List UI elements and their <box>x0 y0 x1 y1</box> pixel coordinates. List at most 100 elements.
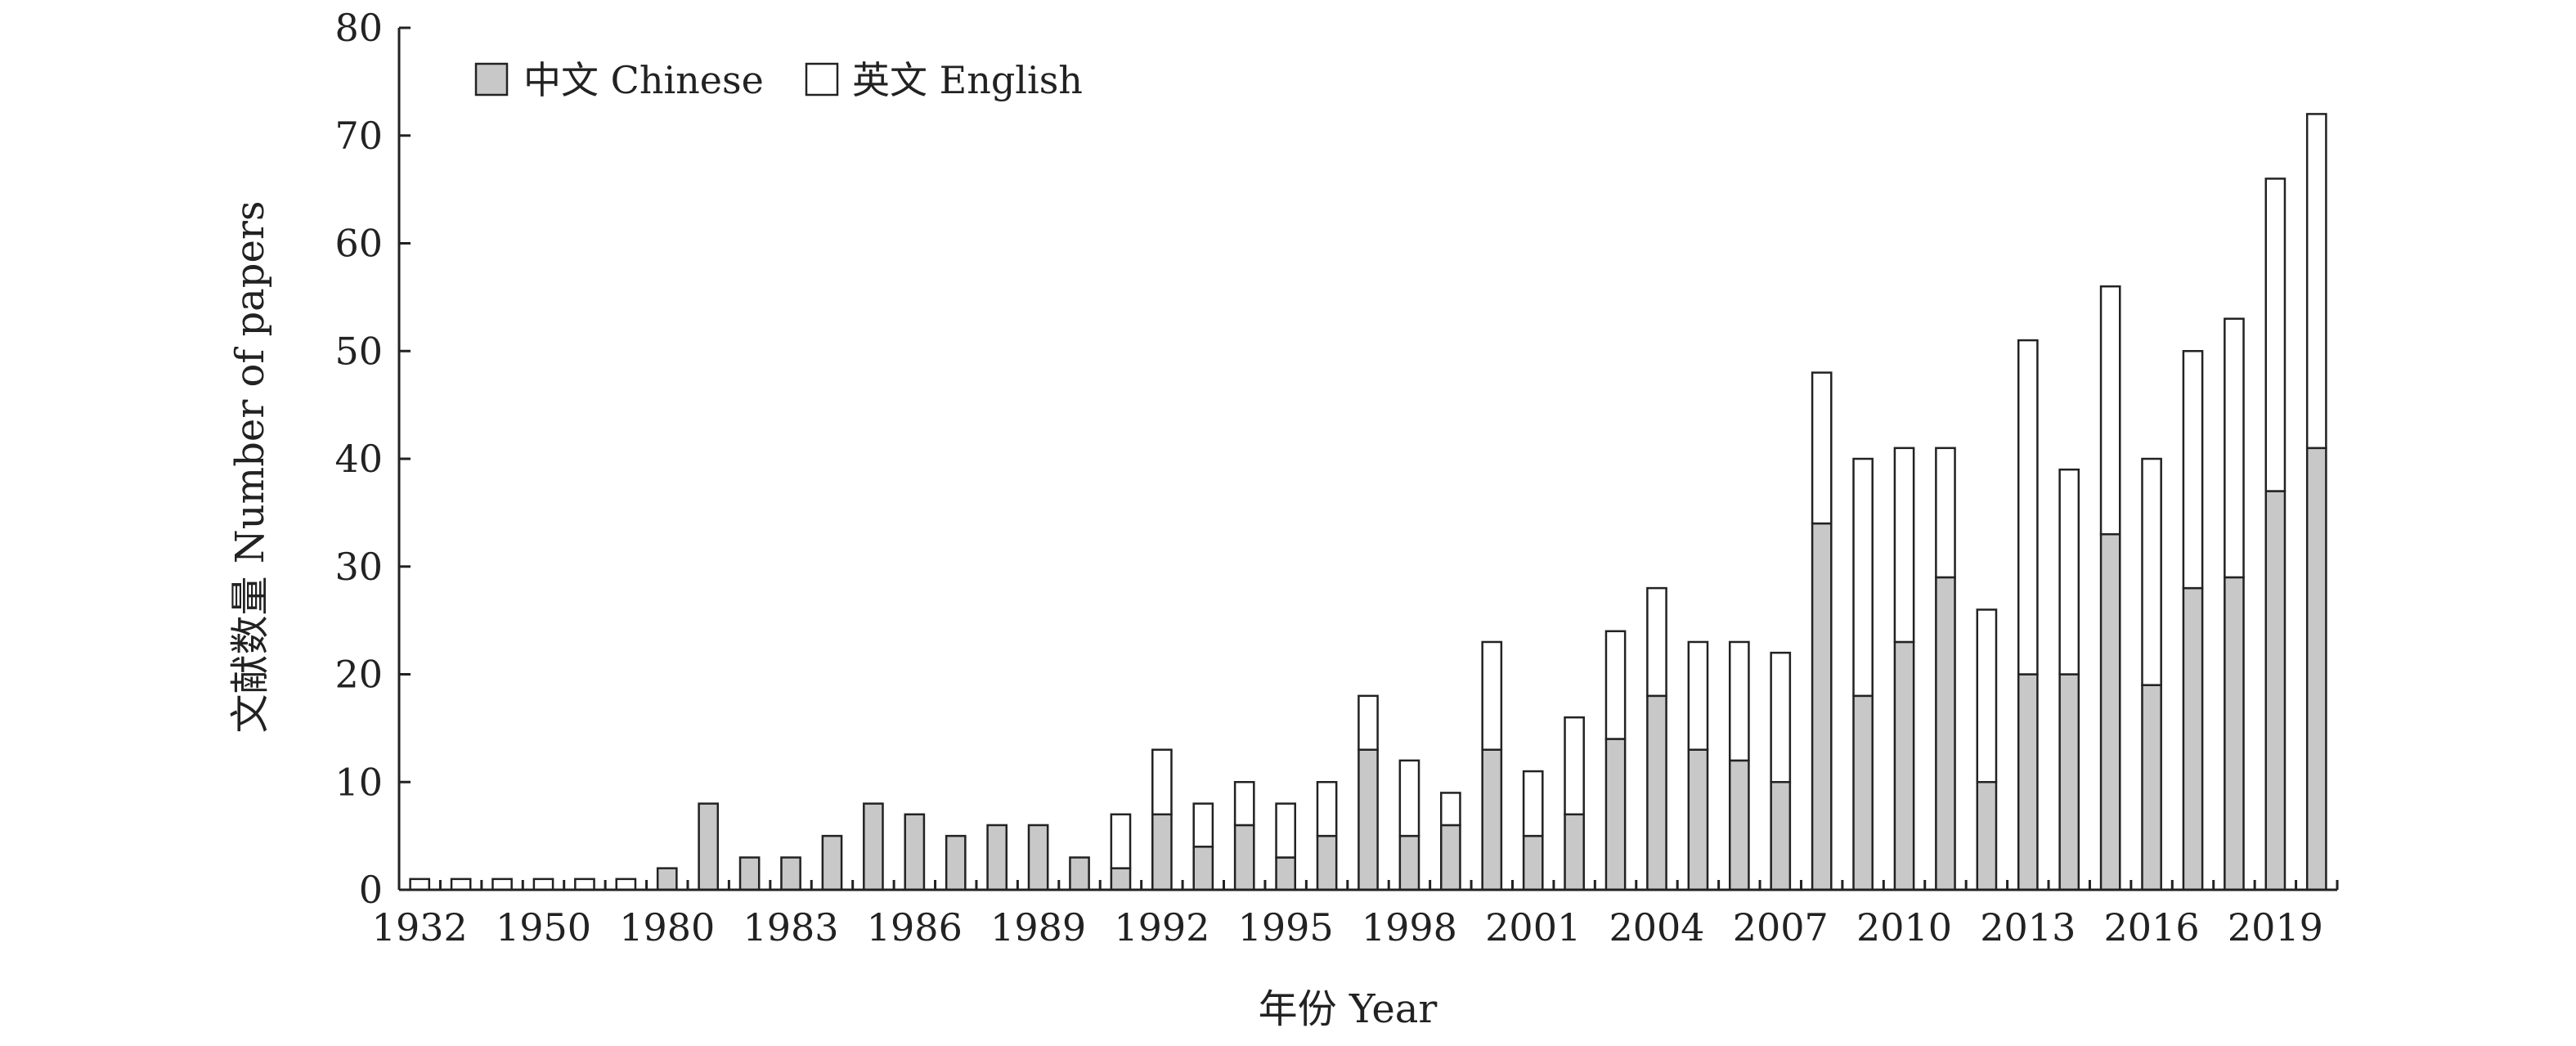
x-tick-label: 2013 <box>1980 905 2076 949</box>
y-tick-label: 80 <box>334 6 383 50</box>
bar-chinese <box>1440 824 1461 891</box>
bar-english <box>1398 759 1420 837</box>
bar-english <box>2305 113 2327 450</box>
bar-english <box>1935 447 1956 579</box>
y-axis-title: 文献数量 Number of papers <box>227 200 273 733</box>
bar-chinese <box>1852 694 1874 891</box>
y-tick-label: 10 <box>334 760 383 804</box>
bar-chinese <box>1770 781 1792 891</box>
bar-english <box>1604 630 1627 740</box>
bar-chinese <box>2305 447 2327 891</box>
y-tick-label: 30 <box>334 545 383 589</box>
x-tick-label: 1989 <box>990 905 1086 949</box>
x-tick-label: 2004 <box>1609 905 1704 949</box>
bar-english <box>1564 716 1585 816</box>
bar-english <box>450 878 472 891</box>
bar-chinese <box>2224 576 2245 891</box>
bar-english <box>1358 694 1379 751</box>
x-tick-label: 1983 <box>743 905 839 949</box>
bar-english <box>574 878 595 891</box>
bar-chinese <box>904 813 926 891</box>
bar-english <box>409 878 431 891</box>
bar-english <box>2058 468 2080 676</box>
x-tick-label: 2001 <box>1485 905 1581 949</box>
bar-english <box>1893 447 1915 644</box>
x-tick-label: 1932 <box>372 905 468 949</box>
bar-chinese <box>1192 846 1214 891</box>
bar-english <box>1976 608 1998 783</box>
legend-swatch-chinese <box>474 62 509 97</box>
y-tick-label: 0 <box>359 868 383 912</box>
bar-english <box>1852 457 1874 698</box>
bar-chinese <box>1481 748 1503 891</box>
bar-chinese <box>780 856 801 891</box>
x-tick-label: 1986 <box>867 905 963 949</box>
x-tick-label: 2010 <box>1856 905 1952 949</box>
legend: 中文 Chinese 英文 English <box>474 58 1083 102</box>
y-ticks-layer: 0 10 20 30 40 50 60 70 80 <box>334 6 411 912</box>
x-tick-label: 1995 <box>1238 905 1334 949</box>
bar-chinese <box>1687 748 1709 891</box>
bar-english <box>1646 586 1667 698</box>
bar-english <box>1110 813 1132 869</box>
bar-english <box>1687 640 1709 751</box>
bar-english <box>491 878 513 891</box>
bar-chinese <box>2264 490 2287 891</box>
bar-chinese <box>2017 673 2039 891</box>
bar-english <box>1275 802 1296 859</box>
bar-chinese <box>2058 673 2080 891</box>
x-tick-label: 1950 <box>496 905 591 949</box>
bar-chinese <box>1110 867 1132 891</box>
bar-chinese <box>821 834 843 891</box>
y-tick-label: 40 <box>334 437 383 481</box>
bar-chinese <box>2099 532 2121 891</box>
bar-chinese <box>1935 576 1956 891</box>
bar-chinese <box>1233 824 1255 891</box>
x-tick-label: 1998 <box>1362 905 1457 949</box>
bar-chinese <box>863 802 884 891</box>
bar-english <box>2099 285 2121 536</box>
bar-english <box>2141 457 2162 686</box>
bar-chinese <box>1027 824 1049 891</box>
bar-english <box>1316 781 1338 837</box>
x-tick-label: 2019 <box>2228 905 2323 949</box>
x-tick-label: 1980 <box>619 905 715 949</box>
bar-english <box>1481 640 1503 751</box>
x-tick-label: 2016 <box>2104 905 2200 949</box>
bar-chinese <box>1976 781 1998 891</box>
bar-chinese <box>1398 834 1420 891</box>
bar-chinese <box>1811 522 1833 891</box>
bar-chinese <box>945 834 967 891</box>
bar-english <box>532 878 554 891</box>
bar-chinese <box>2182 586 2204 891</box>
bar-chinese <box>738 856 761 891</box>
bar-chinese <box>1646 694 1667 891</box>
y-tick-label: 60 <box>334 222 383 266</box>
bar-chinese <box>1893 640 1915 891</box>
bar-english <box>1728 640 1750 762</box>
bar-chinese <box>1522 834 1544 891</box>
legend-label-chinese: 中文 Chinese <box>523 58 764 102</box>
x-tick-label: 2007 <box>1733 905 1829 949</box>
bar-english <box>1151 748 1173 816</box>
bar-chinese <box>1358 748 1379 891</box>
bar-chinese <box>1564 813 1585 891</box>
bar-english <box>2264 177 2287 492</box>
bar-english <box>1440 792 1461 827</box>
y-tick-label: 70 <box>334 114 383 158</box>
bar-chinese <box>698 802 720 891</box>
bar-chinese <box>1069 856 1090 891</box>
bar-english <box>1770 651 1792 783</box>
x-tick-label: 1992 <box>1114 905 1209 949</box>
bar-chinese <box>1728 759 1750 891</box>
y-tick-label: 20 <box>334 653 383 697</box>
bar-chinese <box>1275 856 1296 891</box>
bar-chinese <box>1316 834 1338 891</box>
bar-english <box>1522 770 1544 837</box>
bar-chinese <box>656 867 678 891</box>
bar-chinese <box>986 824 1008 891</box>
bar-english <box>1811 371 1833 525</box>
bar-english <box>2017 339 2039 676</box>
